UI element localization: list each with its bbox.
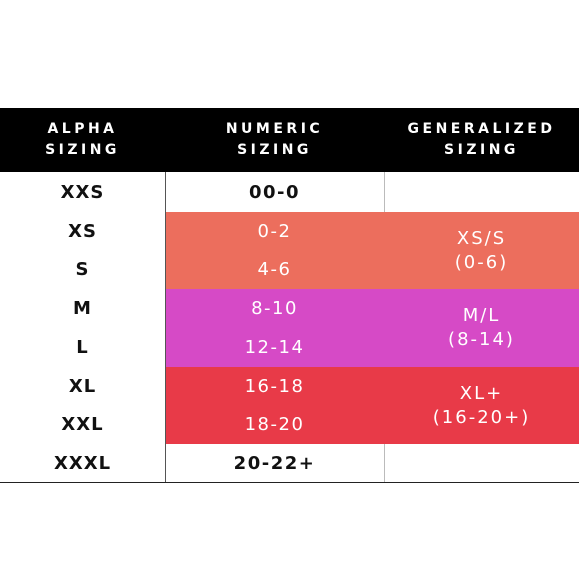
column-divider-1 — [165, 172, 166, 483]
alpha-cell: XXXL — [53, 452, 112, 474]
header-generalized-sizing: GENERALIZED SIZING — [384, 108, 579, 172]
generalized-label: XL+ — [459, 382, 504, 404]
header-alpha-line2: SIZING — [45, 142, 120, 158]
alpha-cell: M — [73, 297, 92, 319]
size-chart-table: ALPHA SIZING NUMERIC SIZING GENERALIZED … — [0, 108, 579, 483]
header-alpha-sizing: ALPHA SIZING — [0, 108, 165, 172]
alpha-cell: XXS — [60, 181, 105, 203]
numeric-cell: 4-6 — [257, 258, 292, 280]
generalized-range: (8-14) — [448, 329, 515, 350]
header-numeric-line2: SIZING — [237, 142, 312, 158]
alpha-cell: XS — [68, 220, 97, 242]
generalized-cell-xl-plus: XL+ (16-20+) — [384, 367, 579, 444]
header-numeric-line1: NUMERIC — [225, 121, 324, 137]
generalized-cell-xs-s: XS/S (0-6) — [384, 212, 579, 289]
numeric-cell: 8-10 — [251, 297, 298, 319]
generalized-cell-m-l: M/L (8-14) — [384, 289, 579, 367]
table-header: ALPHA SIZING NUMERIC SIZING GENERALIZED … — [0, 108, 579, 172]
header-generalized-line2: SIZING — [444, 142, 519, 158]
header-generalized-line1: GENERALIZED — [407, 121, 556, 137]
band-xs-s — [165, 212, 579, 289]
alpha-cell: XL — [68, 375, 97, 397]
alpha-cell: L — [76, 336, 89, 358]
generalized-range: (16-20+) — [432, 406, 531, 428]
generalized-label: XS/S — [456, 227, 507, 249]
numeric-cell: 16-18 — [244, 375, 305, 397]
band-m-l — [165, 289, 579, 367]
header-numeric-sizing: NUMERIC SIZING — [165, 108, 384, 172]
generalized-range: (0-6) — [454, 251, 509, 273]
header-alpha-line1: ALPHA — [47, 121, 118, 137]
column-divider-2-bottom — [384, 444, 385, 483]
generalized-label: M/L — [462, 305, 501, 326]
numeric-cell: 0-2 — [257, 220, 292, 242]
numeric-cell: 20-22+ — [233, 452, 316, 474]
alpha-cell: S — [75, 258, 90, 280]
numeric-cell: 18-20 — [244, 413, 305, 435]
numeric-cell: 00-0 — [248, 181, 301, 203]
column-divider-2-top — [384, 172, 385, 212]
alpha-cell: XXL — [61, 413, 104, 435]
numeric-cell: 12-14 — [244, 336, 305, 358]
table-bottom-border — [0, 482, 579, 483]
band-xl-plus — [165, 367, 579, 444]
